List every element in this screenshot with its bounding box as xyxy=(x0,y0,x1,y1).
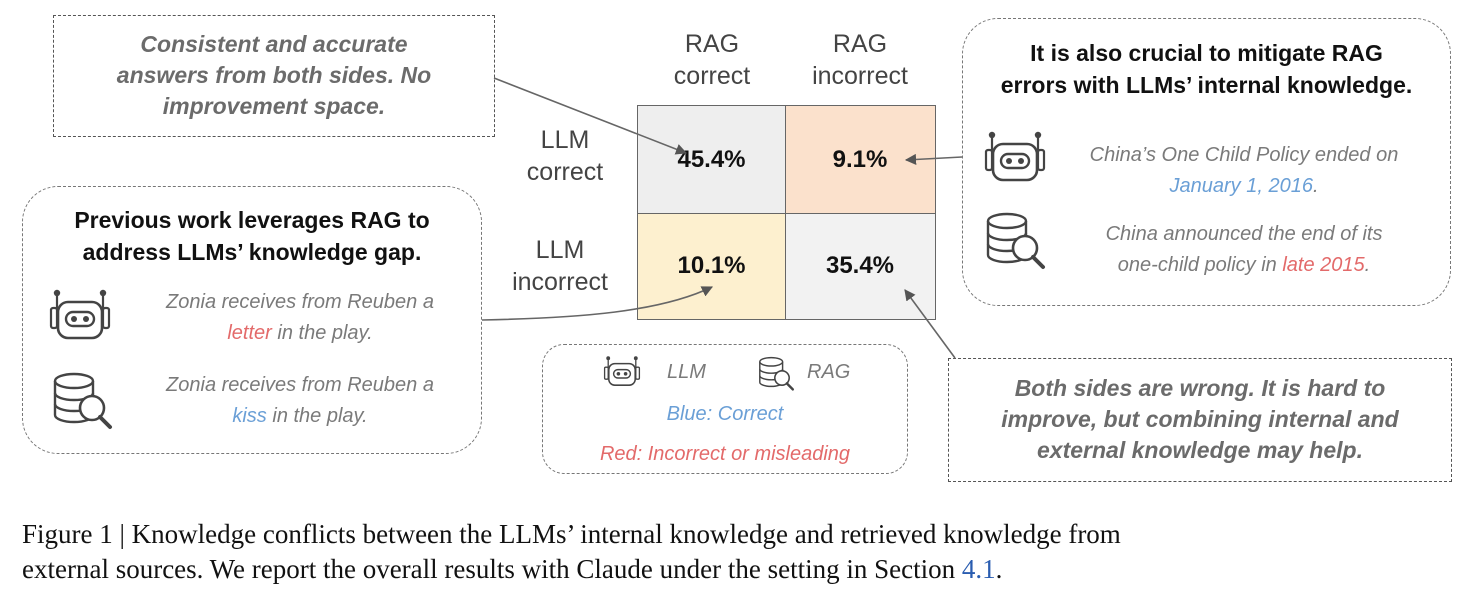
panel-right-llm-example: China’s One Child Policy ended on Januar… xyxy=(1059,140,1429,202)
col-header-rag-incorrect-line1: RAG xyxy=(832,30,888,58)
example-text-post: . xyxy=(1364,254,1371,276)
database-search-icon xyxy=(53,372,112,429)
caption-line2-end: . xyxy=(995,554,1003,584)
figure-caption: Figure 1 | Knowledge conflicts between t… xyxy=(22,517,1462,587)
matrix-cell-value: 9.1% xyxy=(832,145,888,173)
matrix-cell-llm-incorrect-rag-incorrect: 35.4% xyxy=(784,212,936,320)
arrow-to-llm-incorrect-rag-correct xyxy=(481,286,714,321)
caption-line2-text: external sources. We report the overall … xyxy=(22,554,962,584)
database-search-icon xyxy=(758,356,794,391)
robot-icon xyxy=(984,130,1046,182)
row-header-llm-correct-line1: LLM xyxy=(540,126,590,154)
panel-right-title-line2: errors with LLMs’ internal knowledge. xyxy=(1000,72,1413,98)
panel-right-rag-example: China announced the end of its one-child… xyxy=(1059,219,1429,281)
legend-red-incorrect: Red: Incorrect or misleading xyxy=(599,443,851,465)
row-header-llm-correct: LLM correct xyxy=(505,124,625,188)
example-text-line2: January 1, 2016. xyxy=(1059,171,1429,202)
matrix-cell-value: 10.1% xyxy=(677,252,746,279)
legend-rag-label: RAG xyxy=(807,361,851,383)
example-text: Zonia receives from Reuben a xyxy=(166,291,434,313)
example-text-post: in the play. xyxy=(271,322,373,344)
panel-left-rag-example: Zonia receives from Reuben a kiss in the… xyxy=(127,370,473,432)
caption-line2: external sources. We report the overall … xyxy=(22,552,1462,587)
col-header-rag-correct: RAG correct xyxy=(652,28,772,92)
panel-left-title-line2: address LLMs’ knowledge gap. xyxy=(82,239,422,265)
panel-mitigate-rag-errors: It is also crucial to mitigate RAG error… xyxy=(962,18,1451,306)
example-text-line2: letter in the play. xyxy=(127,318,473,349)
example-text-post: . xyxy=(1312,175,1319,197)
callout-both-wrong-line1: Both sides are wrong. It is hard to xyxy=(1014,375,1386,401)
row-header-llm-incorrect-line2: incorrect xyxy=(512,268,608,296)
col-header-rag-correct-line1: RAG xyxy=(684,30,740,58)
matrix-cell-llm-incorrect-rag-correct: 10.1% xyxy=(637,212,786,320)
example-text-line2: one-child policy in late 2015. xyxy=(1059,250,1429,281)
callout-both-wrong-line3: external knowledge may help. xyxy=(1037,437,1363,463)
legend-blue-correct: Blue: Correct xyxy=(666,403,784,425)
arrow-to-both-incorrect xyxy=(904,289,956,359)
incorrect-highlight: letter xyxy=(227,322,272,344)
arrow-to-llm-correct-rag-incorrect xyxy=(904,153,963,166)
robot-icon xyxy=(49,288,111,340)
robot-icon xyxy=(603,355,641,386)
database-search-icon xyxy=(986,212,1045,269)
callout-both-wrong-line2: improve, but combining internal and xyxy=(1001,406,1399,432)
example-text: China’s One Child Policy ended on xyxy=(1089,144,1399,166)
panel-right-title-line1: It is also crucial to mitigate RAG xyxy=(1030,40,1383,66)
col-header-rag-incorrect: RAG incorrect xyxy=(795,28,925,92)
section-ref-link[interactable]: 4.1 xyxy=(961,554,996,584)
callout-consistent: Consistent and accurate answers from bot… xyxy=(53,15,495,137)
matrix-cell-llm-correct-rag-incorrect: 9.1% xyxy=(784,105,936,214)
matrix-cell-value: 35.4% xyxy=(825,252,895,279)
example-text-pre: one-child policy in xyxy=(1117,254,1283,276)
correct-highlight: January 1, 2016 xyxy=(1169,175,1313,197)
row-header-llm-incorrect: LLM incorrect xyxy=(498,234,622,298)
example-text: China announced the end of its xyxy=(1105,223,1383,245)
example-text: Zonia receives from Reuben a xyxy=(166,374,434,396)
matrix-cell-value: 45.4% xyxy=(677,145,746,173)
callout-both-wrong: Both sides are wrong. It is hard to impr… xyxy=(948,358,1452,482)
callout-consistent-line2: answers from both sides. No xyxy=(116,62,432,88)
legend: LLM RAG Blue: Correct Red: Incorrect or … xyxy=(542,344,908,474)
callout-consistent-line3: improvement space. xyxy=(162,93,386,119)
col-header-rag-incorrect-line2: incorrect xyxy=(812,62,908,90)
callout-consistent-line1: Consistent and accurate xyxy=(140,31,408,57)
row-header-llm-correct-line2: correct xyxy=(526,158,604,186)
example-text-line2: kiss in the play. xyxy=(127,401,473,432)
panel-left-title-line1: Previous work leverages RAG to xyxy=(74,207,430,233)
panel-left-llm-example: Zonia receives from Reuben a letter in t… xyxy=(127,287,473,349)
incorrect-highlight: late 2015 xyxy=(1282,254,1365,276)
row-header-llm-incorrect-line1: LLM xyxy=(535,236,585,264)
panel-previous-work: Previous work leverages RAG to address L… xyxy=(22,186,482,454)
example-text-post: in the play. xyxy=(266,405,368,427)
arrow-to-correct-correct xyxy=(493,77,688,155)
legend-llm-label: LLM xyxy=(667,361,706,383)
correct-highlight: kiss xyxy=(232,405,267,427)
caption-line1: Figure 1 | Knowledge conflicts between t… xyxy=(22,519,1121,549)
col-header-rag-correct-line2: correct xyxy=(673,62,751,90)
